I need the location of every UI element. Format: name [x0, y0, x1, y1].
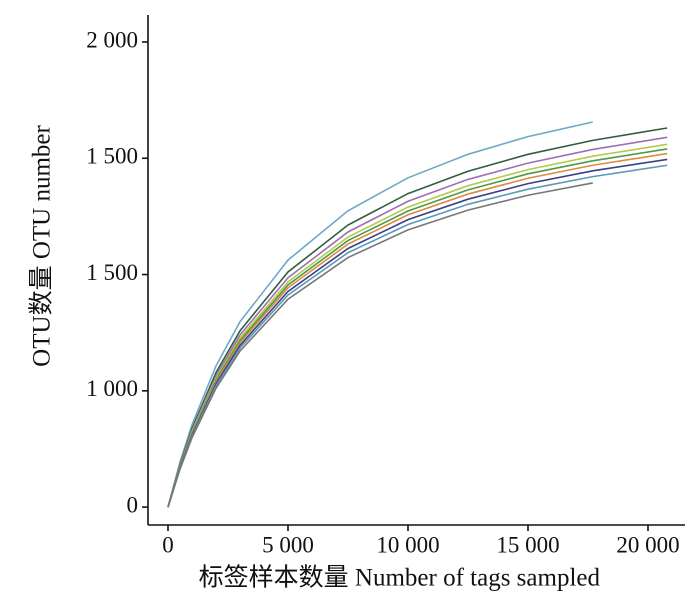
y-tick-label: 1 500 [86, 144, 138, 169]
series-line [167, 121, 593, 508]
y-axis-title: OTU数量 OTU number [28, 125, 56, 367]
x-axis-title: 标签样本数量 Number of tags sampled [199, 564, 601, 592]
series-line [167, 136, 668, 508]
x-tick-label: 5 000 [262, 532, 314, 557]
x-tick-label: 0 [162, 532, 174, 557]
y-tick-label: 2 000 [86, 27, 138, 52]
x-tick-label: 10 000 [376, 532, 439, 557]
x-tick-label: 15 000 [496, 532, 559, 557]
y-tick-label: 1 000 [86, 376, 138, 401]
series-line [167, 182, 593, 508]
y-tick-label: 1 500 [86, 260, 138, 285]
y-tick-label: 0 [127, 492, 139, 517]
series-line [167, 143, 668, 508]
x-tick-label: 20 000 [616, 532, 679, 557]
